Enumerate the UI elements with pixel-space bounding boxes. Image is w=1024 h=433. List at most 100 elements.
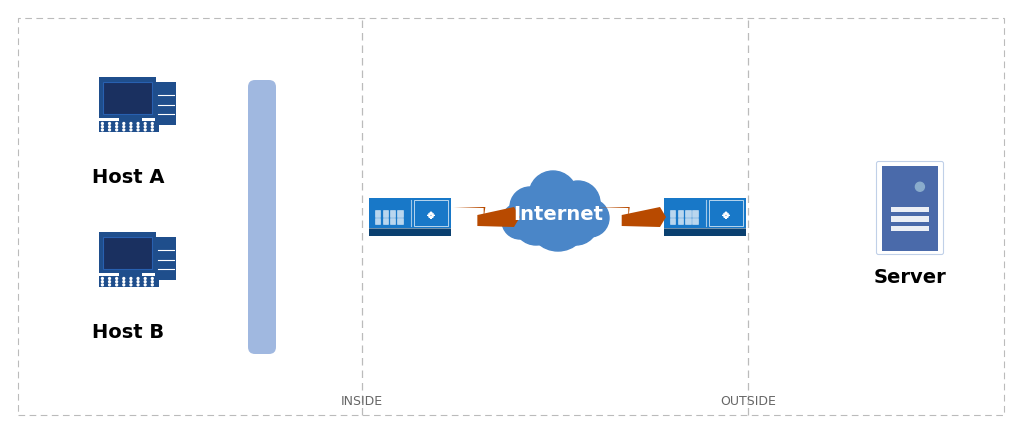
Bar [678, 218, 683, 224]
Circle shape [116, 284, 118, 286]
Circle shape [101, 126, 103, 128]
Circle shape [144, 129, 146, 131]
Bar [692, 218, 698, 224]
Circle shape [144, 284, 146, 286]
Circle shape [109, 284, 111, 286]
Bar [156, 236, 176, 280]
Bar [99, 77, 157, 118]
Circle shape [528, 191, 588, 251]
Bar [127, 110, 134, 121]
Circle shape [123, 281, 125, 283]
Circle shape [152, 281, 154, 283]
Bar [103, 236, 153, 269]
Bar [369, 198, 451, 236]
Circle shape [123, 284, 125, 286]
Bar [414, 200, 447, 226]
Circle shape [529, 171, 577, 219]
Circle shape [116, 126, 118, 128]
Circle shape [137, 281, 139, 283]
Bar [383, 210, 388, 217]
Text: Host B: Host B [92, 323, 164, 342]
Circle shape [571, 199, 609, 237]
Circle shape [144, 126, 146, 128]
Bar [883, 165, 938, 251]
Circle shape [502, 203, 538, 239]
Circle shape [109, 278, 111, 279]
Bar [119, 271, 141, 276]
Text: Internet: Internet [513, 206, 603, 224]
Bar [891, 216, 929, 222]
Bar [99, 232, 157, 273]
Text: OUTSIDE: OUTSIDE [720, 395, 776, 408]
Bar [685, 210, 690, 217]
Bar [397, 218, 403, 224]
Bar [670, 218, 676, 224]
Bar [369, 228, 451, 236]
Circle shape [109, 123, 111, 124]
Text: INSIDE: INSIDE [341, 395, 383, 408]
Bar [397, 210, 403, 217]
Bar [891, 207, 929, 212]
Circle shape [152, 126, 154, 128]
Circle shape [915, 182, 925, 191]
Circle shape [116, 129, 118, 131]
Circle shape [144, 281, 146, 283]
Bar [664, 198, 746, 236]
Bar [709, 200, 743, 226]
Circle shape [510, 187, 550, 227]
Circle shape [152, 123, 154, 124]
Circle shape [130, 129, 132, 131]
Bar [375, 218, 381, 224]
Circle shape [152, 278, 154, 279]
Circle shape [109, 129, 111, 131]
Circle shape [144, 123, 146, 124]
Circle shape [116, 123, 118, 124]
Circle shape [137, 126, 139, 128]
Circle shape [101, 123, 103, 124]
Circle shape [514, 201, 558, 245]
Text: Server: Server [873, 268, 946, 287]
Circle shape [144, 278, 146, 279]
Polygon shape [596, 207, 630, 219]
Circle shape [109, 126, 111, 128]
Circle shape [130, 281, 132, 283]
Bar [678, 210, 683, 217]
Bar [692, 210, 698, 217]
Circle shape [556, 181, 600, 225]
Bar [156, 81, 176, 125]
Circle shape [109, 281, 111, 283]
Circle shape [137, 284, 139, 286]
Circle shape [123, 278, 125, 279]
Circle shape [130, 126, 132, 128]
Circle shape [123, 129, 125, 131]
Circle shape [554, 201, 598, 245]
Polygon shape [453, 207, 485, 219]
Bar [390, 210, 395, 217]
Circle shape [101, 281, 103, 283]
Bar [119, 116, 141, 121]
FancyBboxPatch shape [248, 80, 276, 354]
Bar [390, 218, 395, 224]
Bar [383, 218, 388, 224]
Text: Host A: Host A [92, 168, 164, 187]
Polygon shape [477, 207, 520, 227]
Circle shape [123, 126, 125, 128]
Bar [103, 81, 153, 114]
Circle shape [116, 278, 118, 279]
Circle shape [137, 278, 139, 279]
Circle shape [101, 129, 103, 131]
Circle shape [101, 284, 103, 286]
Polygon shape [622, 207, 666, 227]
Circle shape [101, 278, 103, 279]
Bar [664, 228, 746, 236]
Bar [375, 210, 381, 217]
Bar [99, 276, 159, 287]
Circle shape [130, 123, 132, 124]
Bar [670, 210, 676, 217]
Circle shape [130, 284, 132, 286]
Bar [685, 218, 690, 224]
Bar [99, 121, 159, 132]
Bar [891, 226, 929, 231]
Circle shape [137, 123, 139, 124]
Circle shape [152, 284, 154, 286]
